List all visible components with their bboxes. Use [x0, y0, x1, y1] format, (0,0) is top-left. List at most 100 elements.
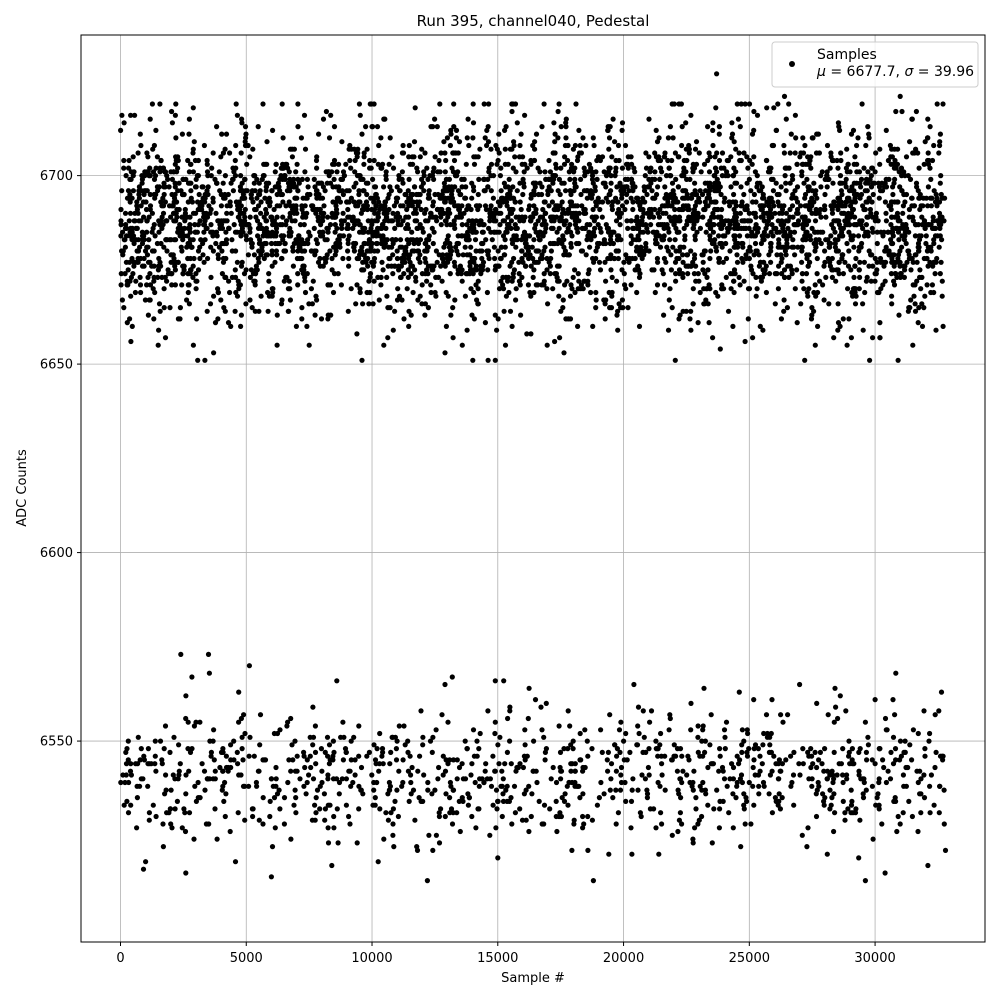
data-point	[210, 199, 216, 205]
data-point	[151, 278, 157, 284]
data-point	[615, 199, 621, 205]
data-point	[896, 312, 902, 318]
data-point	[418, 708, 424, 714]
data-point	[214, 124, 220, 130]
data-point	[684, 157, 690, 164]
data-point	[613, 165, 619, 171]
data-point	[465, 116, 471, 122]
data-point	[659, 761, 665, 767]
data-point	[570, 274, 576, 280]
data-point	[668, 173, 674, 179]
data-point	[702, 199, 708, 205]
data-point	[226, 225, 232, 231]
data-point	[636, 323, 643, 329]
data-point	[197, 244, 203, 250]
data-point	[485, 357, 491, 363]
data-point	[467, 259, 473, 265]
data-point	[453, 127, 460, 133]
data-point	[615, 142, 622, 149]
data-point	[746, 101, 753, 107]
data-point	[563, 124, 569, 130]
data-point	[163, 237, 169, 243]
data-point	[455, 150, 461, 156]
data-point	[274, 342, 280, 348]
data-point	[693, 806, 699, 812]
data-point	[592, 188, 598, 194]
data-point	[660, 271, 666, 277]
data-point	[451, 101, 457, 107]
data-point	[871, 180, 878, 186]
data-point	[738, 184, 744, 190]
data-point	[775, 218, 781, 224]
data-point	[744, 727, 750, 733]
data-point	[313, 191, 319, 198]
data-point	[138, 203, 144, 209]
data-point	[255, 124, 261, 130]
data-point	[570, 746, 576, 752]
data-point	[530, 274, 536, 280]
data-point	[256, 240, 262, 247]
data-point	[653, 127, 659, 133]
data-point	[732, 210, 738, 216]
data-point	[464, 327, 470, 333]
data-point	[918, 286, 924, 292]
data-point	[461, 176, 467, 182]
data-point	[791, 802, 797, 808]
data-point	[608, 237, 614, 243]
data-point	[712, 237, 718, 243]
data-point	[371, 278, 377, 284]
data-point	[658, 730, 664, 737]
data-point	[513, 286, 519, 292]
data-point	[721, 199, 727, 205]
data-point	[404, 286, 410, 292]
data-point	[662, 150, 668, 156]
data-point	[470, 271, 476, 277]
data-point	[358, 764, 365, 771]
data-point	[759, 233, 765, 239]
data-point	[869, 199, 875, 205]
data-point	[895, 199, 901, 205]
data-point	[399, 297, 405, 303]
data-point	[400, 757, 406, 763]
data-point	[268, 214, 274, 220]
data-point	[178, 188, 184, 194]
data-point	[645, 229, 651, 235]
data-point	[160, 844, 166, 850]
data-point	[930, 214, 936, 220]
data-point	[831, 828, 837, 835]
data-point	[383, 810, 389, 816]
data-point	[243, 301, 249, 307]
data-point	[541, 734, 547, 740]
data-point	[364, 146, 370, 152]
data-point	[287, 297, 293, 303]
data-point	[369, 240, 375, 247]
data-point	[744, 798, 750, 805]
data-point	[883, 248, 889, 254]
data-point	[562, 791, 568, 797]
data-point	[605, 127, 611, 133]
data-point	[162, 335, 169, 341]
data-point	[840, 798, 846, 805]
data-point	[773, 180, 779, 186]
data-point	[734, 225, 740, 231]
data-point	[794, 267, 800, 273]
data-point	[846, 248, 852, 254]
data-point	[275, 240, 281, 247]
data-point	[462, 293, 468, 299]
data-point	[662, 753, 668, 759]
data-point	[454, 173, 460, 179]
data-point	[634, 244, 640, 250]
data-point	[328, 112, 334, 118]
data-point	[762, 267, 768, 273]
data-point	[488, 146, 494, 152]
data-point	[642, 776, 649, 782]
data-point	[181, 806, 187, 812]
data-point	[927, 124, 933, 130]
data-point	[151, 316, 157, 322]
data-point	[315, 180, 321, 186]
data-point	[383, 225, 389, 231]
data-point	[368, 225, 374, 231]
data-point	[734, 259, 741, 265]
data-point	[239, 734, 245, 740]
data-point	[389, 154, 395, 160]
